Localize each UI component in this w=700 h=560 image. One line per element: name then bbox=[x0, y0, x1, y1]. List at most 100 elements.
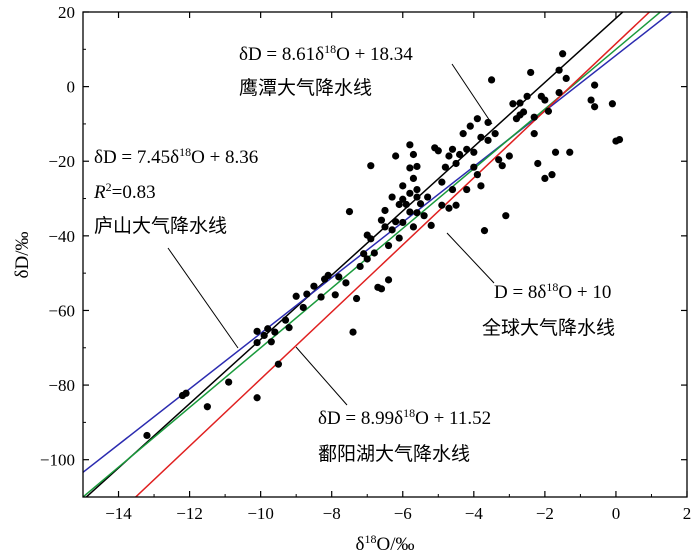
data-point bbox=[377, 285, 386, 293]
data-point bbox=[463, 145, 471, 153]
data-point bbox=[413, 185, 421, 194]
leader-line-global bbox=[446, 232, 495, 284]
data-point bbox=[502, 212, 510, 220]
annotation-yingtan-equation: δD = 8.61δ18O + 18.34 bbox=[239, 42, 413, 65]
data-point bbox=[370, 249, 378, 257]
data-point bbox=[360, 250, 368, 258]
data-point bbox=[285, 324, 293, 332]
data-point bbox=[541, 174, 549, 182]
data-point bbox=[544, 107, 553, 115]
data-point bbox=[384, 241, 393, 250]
data-point bbox=[281, 316, 290, 324]
data-point bbox=[477, 182, 485, 190]
annotation-lushan: δD = 7.45δ18O + 8.36 R2=0.83 庐山大气降水线 bbox=[93, 145, 258, 237]
data-point bbox=[335, 273, 343, 281]
data-point bbox=[530, 130, 538, 138]
line-poyang bbox=[134, 12, 651, 497]
data-point bbox=[445, 152, 453, 160]
data-point bbox=[253, 327, 261, 335]
data-point bbox=[324, 271, 332, 279]
data-point bbox=[392, 152, 400, 160]
data-point bbox=[310, 282, 318, 290]
y-tick-label: 20 bbox=[58, 3, 75, 22]
data-point bbox=[615, 135, 624, 144]
data-point bbox=[452, 159, 460, 168]
data-point bbox=[367, 162, 375, 170]
data-point bbox=[498, 162, 506, 170]
data-point bbox=[555, 88, 563, 97]
data-point bbox=[392, 218, 400, 226]
data-point bbox=[267, 338, 275, 346]
data-point bbox=[271, 328, 279, 336]
data-point bbox=[413, 209, 421, 217]
data-point bbox=[260, 331, 268, 340]
data-point bbox=[548, 171, 556, 179]
data-point bbox=[395, 234, 403, 242]
leader-line-yingtan bbox=[451, 63, 493, 125]
data-point bbox=[470, 148, 478, 156]
data-point bbox=[448, 185, 457, 194]
data-point bbox=[516, 111, 524, 119]
x-tick-label: −14 bbox=[105, 504, 132, 523]
annotation-poyang: δD = 8.99δ18O + 11.52 鄱阳湖大气降水线 bbox=[318, 406, 491, 465]
data-point bbox=[225, 378, 233, 386]
data-point bbox=[591, 81, 599, 89]
data-point bbox=[541, 96, 549, 104]
data-point bbox=[413, 162, 421, 171]
data-point bbox=[363, 255, 371, 263]
data-point bbox=[264, 325, 272, 333]
data-point bbox=[349, 328, 357, 336]
data-point bbox=[456, 150, 464, 159]
leader-line-lushan bbox=[167, 247, 239, 349]
data-point bbox=[406, 208, 414, 216]
scatter-points bbox=[143, 50, 624, 440]
data-point bbox=[345, 207, 354, 216]
y-tick-label: −80 bbox=[48, 376, 75, 395]
annotation-poyang-label: 鄱阳湖大气降水线 bbox=[318, 443, 470, 465]
x-tick-label: 0 bbox=[612, 504, 621, 523]
data-point bbox=[452, 201, 460, 209]
x-axis-title: δ18O/‰ bbox=[356, 532, 415, 555]
data-point bbox=[527, 68, 535, 77]
plot-frame bbox=[82, 11, 688, 498]
data-point bbox=[303, 290, 311, 298]
annotation-poyang-equation: δD = 8.99δ18O + 11.52 bbox=[318, 406, 491, 429]
data-point bbox=[317, 293, 325, 301]
data-point bbox=[203, 403, 211, 411]
data-point bbox=[409, 150, 418, 159]
data-point bbox=[477, 133, 485, 141]
data-point bbox=[505, 152, 513, 160]
data-point bbox=[406, 164, 414, 172]
data-point bbox=[331, 291, 339, 299]
x-tick-label: −12 bbox=[176, 504, 203, 523]
data-point bbox=[299, 303, 307, 312]
annotation-global: D = 8δ18O + 10 全球大气降水线 bbox=[482, 280, 615, 339]
data-point bbox=[377, 216, 386, 224]
x-tick-label: 2 bbox=[683, 504, 692, 523]
y-tick-label: −100 bbox=[40, 451, 75, 470]
annotation-yingtan-label: 鹰潭大气降水线 bbox=[239, 77, 372, 99]
line-global bbox=[83, 12, 662, 497]
data-point bbox=[591, 103, 599, 111]
data-point bbox=[470, 163, 478, 171]
data-point bbox=[356, 262, 364, 271]
y-tick-label: 0 bbox=[67, 78, 76, 97]
data-point bbox=[434, 147, 442, 155]
data-point bbox=[384, 276, 393, 284]
plot-border bbox=[82, 11, 688, 498]
data-point bbox=[406, 141, 414, 149]
x-tick-label: −10 bbox=[247, 504, 274, 523]
data-point bbox=[491, 130, 499, 138]
data-point bbox=[253, 338, 261, 347]
data-point bbox=[530, 113, 538, 121]
annotation-global-equation: D = 8δ18O + 10 bbox=[494, 280, 611, 303]
data-point bbox=[466, 122, 474, 130]
annotation-global-label: 全球大气降水线 bbox=[482, 317, 615, 339]
data-point bbox=[473, 171, 481, 179]
data-point bbox=[509, 100, 517, 108]
annotation-lushan-equation: δD = 7.45δ18O + 8.36 bbox=[94, 145, 258, 168]
data-point bbox=[534, 159, 542, 168]
data-point bbox=[427, 221, 435, 229]
data-point bbox=[406, 189, 414, 197]
data-point bbox=[399, 182, 407, 190]
